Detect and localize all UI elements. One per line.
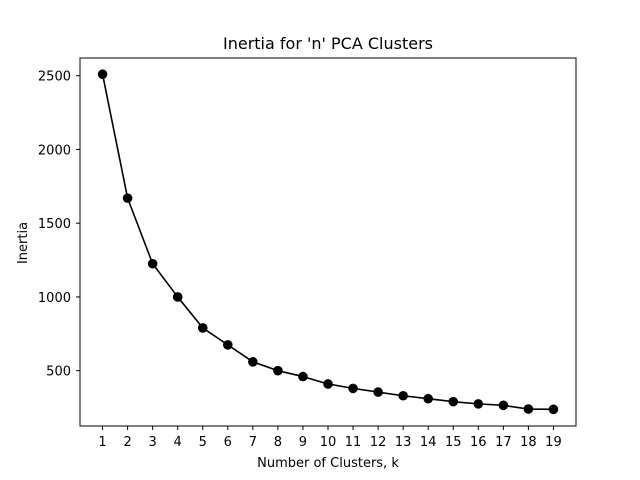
- data-point: [197, 323, 208, 333]
- data-point: [97, 69, 108, 80]
- data-point: [373, 387, 383, 397]
- x-tick-label: 7: [249, 435, 257, 450]
- x-tick-label: 18: [520, 435, 537, 450]
- x-tick-label: 10: [320, 435, 337, 450]
- data-point: [122, 193, 133, 203]
- data-point: [473, 399, 484, 409]
- x-tick-label: 17: [495, 435, 512, 450]
- x-tick-label: 12: [370, 435, 387, 450]
- plot-area: 1 2 3 4 5 6 7 8 9 10 11 12 13 14 15 16 17 18 1950010001500…: [38, 57, 577, 450]
- y-axis-label: Inertia: [16, 222, 31, 264]
- data-point: [172, 292, 183, 302]
- x-tick-label: 1: [98, 435, 106, 450]
- x-tick-label: 6: [224, 435, 232, 450]
- x-tick-label: 15: [445, 435, 462, 450]
- data-point: [423, 393, 434, 404]
- chart-title: Inertia for 'n' PCA Clusters: [223, 34, 433, 53]
- x-tick-label: 5: [199, 435, 207, 450]
- x-tick-label: 2: [123, 435, 131, 450]
- data-point: [147, 258, 158, 269]
- data-point: [548, 404, 559, 415]
- plot-background: [80, 58, 576, 426]
- y-tick-label: 1000: [38, 291, 71, 306]
- data-point: [348, 383, 358, 394]
- x-tick-label: 9: [299, 435, 307, 450]
- x-tick-label: 3: [149, 435, 157, 450]
- y-tick-label: 1500: [38, 217, 71, 232]
- data-point: [323, 379, 333, 389]
- y-tick-label: 2000: [38, 143, 71, 158]
- data-point: [398, 390, 408, 401]
- x-axis-label: Number of Clusters, k: [257, 456, 399, 471]
- data-point: [223, 340, 233, 350]
- data-point: [273, 365, 283, 376]
- data-point: [448, 396, 459, 407]
- x-tick-label: 11: [345, 435, 362, 450]
- y-tick-label: 500: [46, 365, 71, 380]
- plot-frame: [79, 57, 577, 427]
- data-point: [248, 357, 258, 367]
- x-tick-label: 4: [174, 435, 182, 450]
- x-tick-label: 14: [420, 435, 437, 450]
- x-tick-label: 19: [545, 435, 562, 450]
- data-point: [523, 404, 534, 414]
- data-point: [298, 371, 308, 382]
- x-tick-label: 13: [395, 435, 412, 450]
- data-point: [498, 400, 509, 411]
- x-tick-label: 16: [470, 435, 487, 450]
- x-tick-label: 8: [274, 435, 282, 450]
- y-tick-label: 2500: [38, 70, 71, 85]
